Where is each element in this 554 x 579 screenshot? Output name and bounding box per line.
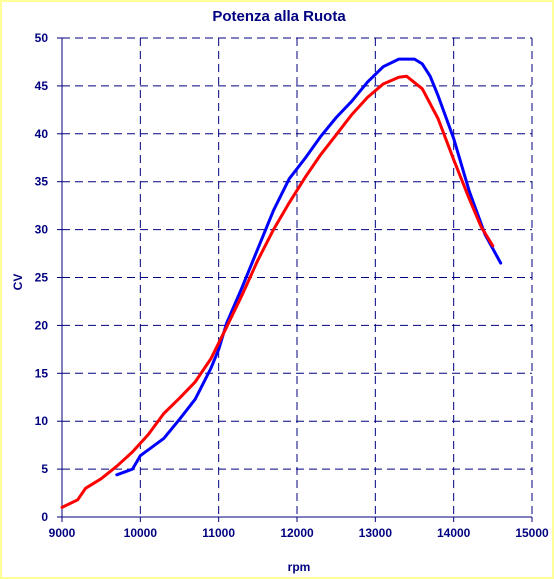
series-line-2: [60, 74, 495, 509]
y-tick-label: 35: [35, 175, 49, 189]
x-axis-label: rpm: [288, 560, 311, 574]
y-tick-label: 50: [35, 31, 49, 45]
series-line-1: [115, 57, 503, 477]
x-tick-label: 14000: [437, 526, 471, 540]
y-tick-label: 45: [35, 79, 49, 93]
x-tick-label: 13000: [359, 526, 393, 540]
x-tick-label: 9000: [49, 526, 76, 540]
x-tick-label: 11000: [202, 526, 235, 540]
axes: [57, 37, 533, 522]
series-lines: [60, 57, 503, 509]
y-tick-label: 0: [41, 510, 48, 524]
grid: [62, 37, 533, 517]
x-tick-label: 12000: [280, 526, 314, 540]
x-tick-label: 15000: [515, 526, 549, 540]
y-tick-label: 5: [41, 462, 48, 476]
y-tick-label: 20: [35, 318, 49, 332]
y-tick-label: 10: [35, 414, 49, 428]
y-tick-label: 30: [35, 223, 49, 237]
y-tick-label: 40: [35, 127, 49, 141]
chart-title: Potenza alla Ruota: [212, 8, 346, 25]
tick-labels: 9000 10000 11000 12000 13000 14000 15000 0 5 10 15…: [35, 31, 549, 540]
y-tick-label: 25: [35, 271, 49, 285]
y-tick-label: 15: [35, 366, 49, 380]
x-tick-label: 10000: [124, 526, 158, 540]
y-axis-label: CV: [11, 274, 25, 291]
